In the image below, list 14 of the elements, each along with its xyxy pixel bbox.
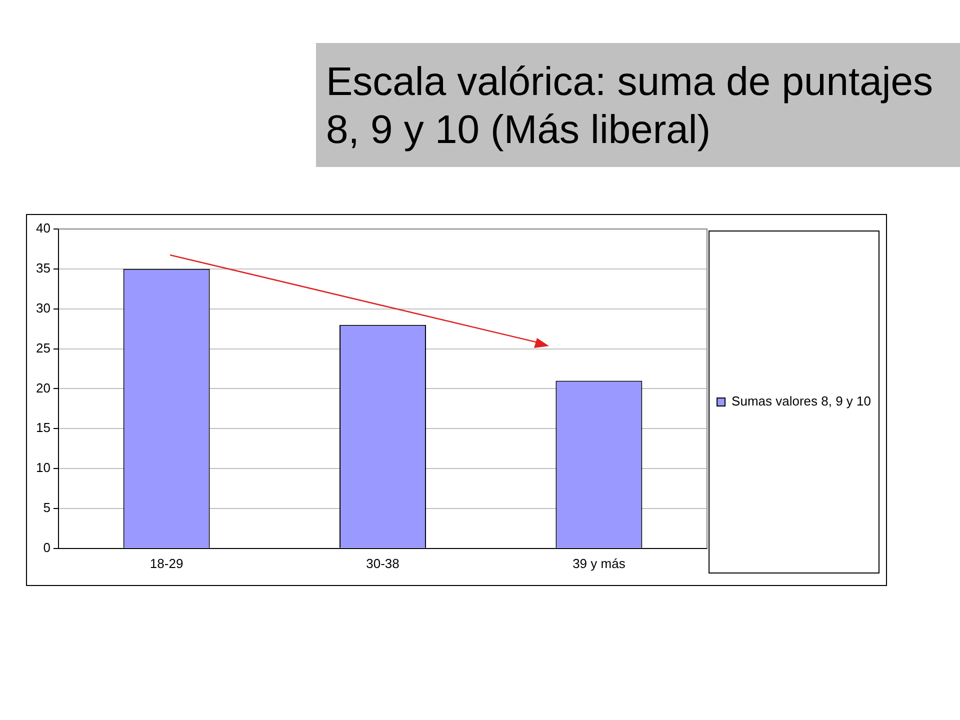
y-tick-label: 0 [43, 540, 50, 555]
x-tick-label: 18-29 [150, 556, 184, 571]
y-tick-label: 25 [36, 340, 50, 356]
x-tick-label: 30-38 [366, 556, 400, 571]
x-tick-label: 39 y más [572, 556, 626, 571]
y-tick-label: 10 [36, 460, 50, 476]
y-tick-label: 15 [36, 420, 50, 436]
y-tick-label: 30 [36, 300, 50, 316]
y-tick-label: 20 [36, 380, 50, 396]
chart-title: Escala valórica: suma de puntajes 8, 9 y 10 (Más liberal) [326, 59, 934, 154]
y-tick-label: 5 [43, 500, 50, 516]
y-tick-label: 35 [36, 260, 50, 276]
legend-label: Sumas valores 8, 9 y 10 [732, 394, 872, 409]
y-tick-label: 40 [36, 220, 50, 236]
